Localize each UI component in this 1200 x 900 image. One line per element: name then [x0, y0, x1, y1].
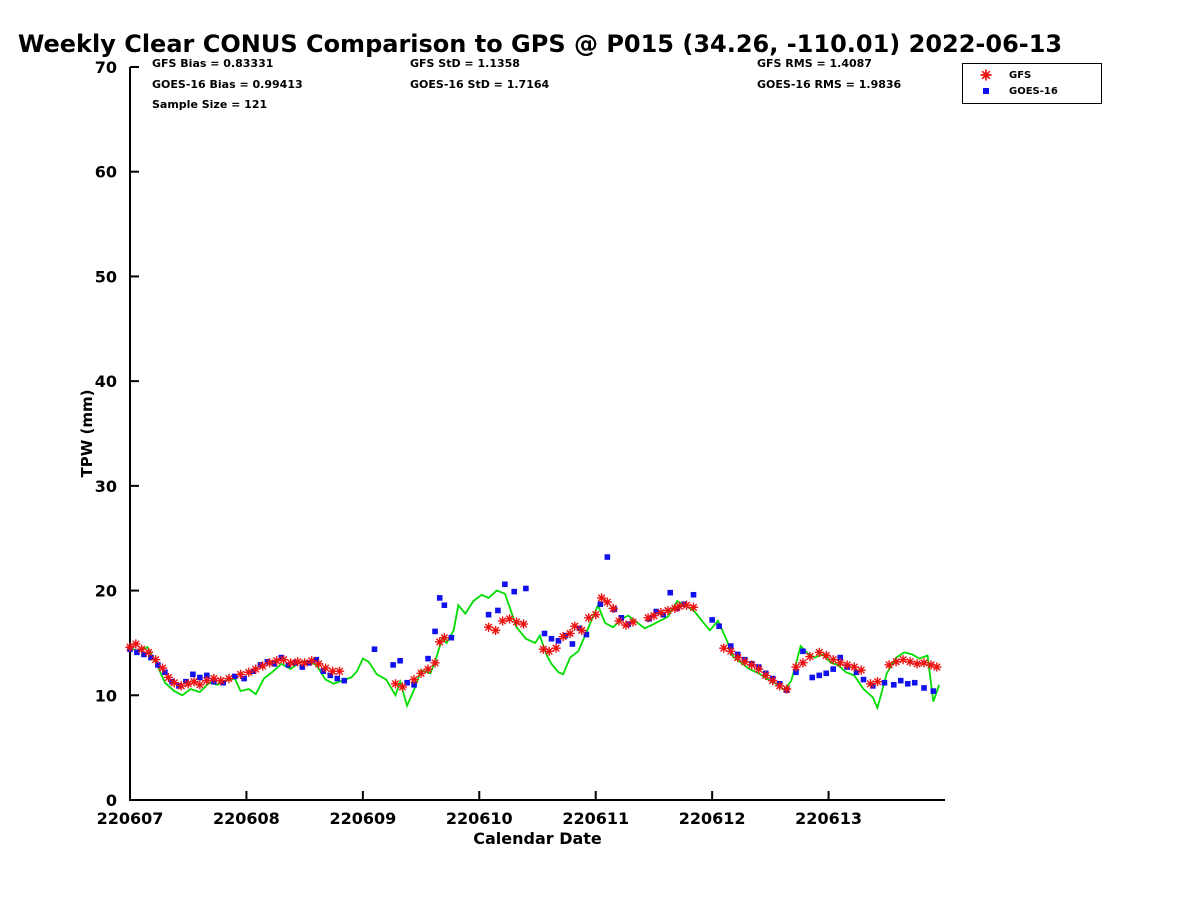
x-tick-label: 220610	[446, 809, 513, 828]
y-tick-label: 50	[95, 267, 117, 286]
stat-gfs-rms: GFS RMS = 1.4087	[757, 57, 872, 70]
stat-gfs-bias: GFS Bias = 0.83331	[152, 57, 274, 70]
y-tick-label: 10	[95, 686, 117, 705]
stat-gfs-std: GFS StD = 1.1358	[410, 57, 520, 70]
axes	[129, 66, 945, 801]
legend: GFS GOES-16	[962, 63, 1102, 104]
y-tick-label: 30	[95, 477, 117, 496]
y-axis-label: TPW (mm)	[78, 390, 96, 478]
legend-label-gfs: GFS	[1009, 69, 1032, 81]
y-tick-label: 0	[106, 791, 117, 810]
stat-goes16-bias: GOES-16 Bias = 0.99413	[152, 77, 303, 91]
y-tick-label: 40	[95, 372, 117, 391]
stat-goes16-std: GOES-16 StD = 1.7164	[410, 77, 550, 91]
x-axis-label: Calendar Date	[473, 829, 602, 848]
x-tick-label: 220611	[562, 809, 629, 828]
gfs-asterisk-icon	[963, 68, 1009, 82]
y-tick-label: 20	[95, 582, 117, 601]
series-gps	[129, 589, 941, 711]
x-tick-label: 220609	[329, 809, 396, 828]
x-tick-label: 220607	[97, 809, 164, 828]
x-tick-label: 220613	[795, 809, 862, 828]
x-tick-label: 220608	[213, 809, 280, 828]
x-tick-label: 220612	[679, 809, 746, 828]
series-gfs	[125, 593, 942, 694]
stats-column-right: GFS RMS = 1.4087 GOES-16 RMS = 1.9836	[757, 54, 901, 95]
y-tick-label: 70	[95, 58, 117, 77]
legend-item-gfs: GFS	[963, 67, 1101, 83]
y-tick-label: 60	[95, 163, 117, 182]
legend-item-goes16: GOES-16	[963, 83, 1101, 99]
chart-title: Weekly Clear CONUS Comparison to GPS @ P…	[17, 30, 1063, 58]
stat-sample-size: Sample Size = 121	[152, 98, 268, 111]
stats-column-left: GFS Bias = 0.83331 GOES-16 Bias = 0.9941…	[152, 54, 303, 116]
legend-label-goes16: GOES-16	[1009, 85, 1058, 97]
stat-goes16-rms: GOES-16 RMS = 1.9836	[757, 77, 902, 91]
goes16-square-icon	[963, 84, 1009, 98]
stats-column-middle: GFS StD = 1.1358 GOES-16 StD = 1.7164	[410, 54, 549, 95]
